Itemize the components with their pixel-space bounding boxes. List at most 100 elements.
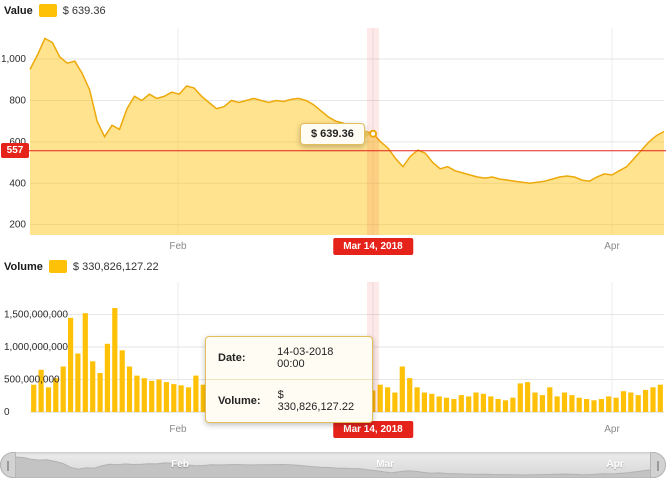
- hover-point-dot: [369, 129, 378, 138]
- volume-bar[interactable]: [458, 395, 464, 412]
- volume-bar[interactable]: [480, 393, 486, 412]
- range-navigator[interactable]: Feb Mar Apr: [0, 444, 666, 478]
- price-hover-date-badge: Mar 14, 2018: [333, 238, 413, 255]
- tooltip-volume-value: $ 330,826,127.22: [277, 389, 355, 413]
- volume-bar[interactable]: [576, 397, 582, 412]
- tooltip-volume-label: Volume:: [218, 395, 261, 407]
- volume-bar[interactable]: [620, 391, 627, 412]
- volume-bar[interactable]: [525, 382, 531, 412]
- tooltip-date-row: Date: 14-03-2018 00:00: [206, 337, 372, 379]
- volume-bar[interactable]: [104, 343, 110, 413]
- volume-bar[interactable]: [451, 399, 457, 412]
- volume-bar[interactable]: [68, 317, 74, 413]
- volume-bar[interactable]: [510, 397, 516, 412]
- volume-bar[interactable]: [90, 361, 96, 412]
- navigator-left-handle[interactable]: [0, 452, 16, 478]
- volume-bar[interactable]: [473, 392, 479, 413]
- volume-bar[interactable]: [38, 369, 44, 413]
- volume-panel: Volume $ 330,826,127.22 1,500,000,000 1,0…: [0, 256, 666, 444]
- volume-bar[interactable]: [193, 375, 199, 412]
- volume-bar[interactable]: [392, 392, 398, 413]
- price-ytick-label: 600: [9, 137, 26, 148]
- navigator-track[interactable]: [0, 452, 666, 478]
- volume-bar[interactable]: [385, 387, 391, 412]
- volume-bar[interactable]: [539, 395, 545, 412]
- volume-ytick-label: 500,000,000: [4, 375, 60, 386]
- volume-bar[interactable]: [377, 384, 383, 412]
- volume-bar[interactable]: [156, 379, 162, 413]
- volume-bar[interactable]: [126, 366, 133, 413]
- volume-bar[interactable]: [657, 384, 663, 412]
- navigator-label-mar: Mar: [376, 459, 394, 470]
- price-xtick-feb: Feb: [169, 241, 187, 252]
- volume-bar[interactable]: [163, 382, 169, 412]
- volume-xtick-apr: Apr: [604, 424, 620, 435]
- volume-bar[interactable]: [429, 393, 435, 412]
- current-price-badge: 557: [1, 142, 29, 158]
- volume-bar[interactable]: [598, 399, 604, 412]
- tooltip-volume-row: Volume: $ 330,826,127.22: [206, 379, 372, 422]
- volume-bar[interactable]: [495, 399, 501, 412]
- volume-bar[interactable]: [502, 400, 509, 412]
- volume-bar[interactable]: [547, 387, 553, 412]
- volume-bar[interactable]: [399, 366, 405, 413]
- price-legend-label: Value: [4, 4, 33, 17]
- price-series-swatch[interactable]: [38, 4, 57, 17]
- volume-bar[interactable]: [141, 378, 147, 412]
- volume-bar[interactable]: [569, 395, 575, 412]
- volume-bar[interactable]: [591, 400, 597, 412]
- volume-series-swatch[interactable]: [48, 260, 67, 273]
- volume-bar[interactable]: [45, 387, 52, 412]
- price-legend: Value $ 639.36: [4, 4, 106, 17]
- volume-bar[interactable]: [134, 375, 140, 412]
- volume-bar[interactable]: [628, 392, 634, 413]
- price-ytick-label: 800: [9, 95, 26, 106]
- volume-bar[interactable]: [31, 384, 37, 412]
- volume-bar[interactable]: [421, 392, 427, 413]
- tooltip-date-value: 14-03-2018 00:00: [277, 346, 334, 370]
- price-ytick-label: 200: [9, 220, 26, 231]
- price-xtick-apr: Apr: [604, 241, 620, 252]
- volume-bar[interactable]: [650, 387, 656, 412]
- volume-bar[interactable]: [407, 378, 413, 412]
- volume-bar[interactable]: [178, 385, 184, 412]
- volume-bar[interactable]: [517, 383, 523, 412]
- navigator-right-handle[interactable]: [650, 452, 666, 478]
- volume-bar[interactable]: [414, 387, 420, 412]
- volume-bar[interactable]: [466, 396, 472, 412]
- price-ytick-label: 1,000: [1, 54, 26, 65]
- price-legend-value: $ 639.36: [62, 4, 106, 17]
- volume-bar[interactable]: [75, 353, 81, 413]
- volume-ytick-label: 1,500,000,000: [4, 310, 68, 321]
- volume-bar[interactable]: [53, 378, 59, 412]
- navigator-label-feb: Feb: [171, 459, 189, 470]
- volume-bar[interactable]: [606, 396, 612, 412]
- volume-bar[interactable]: [200, 384, 206, 412]
- volume-bar[interactable]: [643, 389, 649, 412]
- volume-bar[interactable]: [119, 350, 125, 413]
- volume-bar[interactable]: [554, 396, 560, 412]
- navigator-label-apr: Apr: [606, 459, 624, 470]
- volume-bar[interactable]: [60, 366, 66, 413]
- volume-legend-value: $ 330,826,127.22: [72, 260, 159, 273]
- volume-legend-label: Volume: [4, 260, 43, 273]
- tooltip-date-label: Date:: [218, 352, 246, 364]
- volume-bar[interactable]: [584, 399, 590, 412]
- volume-bar[interactable]: [613, 397, 619, 412]
- volume-bar[interactable]: [185, 387, 192, 412]
- volume-bar[interactable]: [561, 392, 568, 413]
- volume-bar[interactable]: [436, 396, 442, 412]
- volume-xtick-feb: Feb: [169, 424, 187, 435]
- price-panel: Value $ 639.36 200 400 600 800 1,000 557 $ 6…: [1, 4, 666, 255]
- volume-bar[interactable]: [532, 392, 538, 413]
- volume-bar[interactable]: [171, 384, 177, 412]
- volume-bar[interactable]: [635, 395, 641, 412]
- volume-bar[interactable]: [488, 396, 494, 412]
- volume-ytick-label: 1,000,000,000: [4, 342, 68, 353]
- volume-bar[interactable]: [112, 308, 118, 412]
- volume-bar[interactable]: [443, 397, 450, 412]
- volume-bar[interactable]: [149, 380, 155, 412]
- volume-bar[interactable]: [82, 313, 88, 412]
- volume-bar[interactable]: [97, 373, 103, 412]
